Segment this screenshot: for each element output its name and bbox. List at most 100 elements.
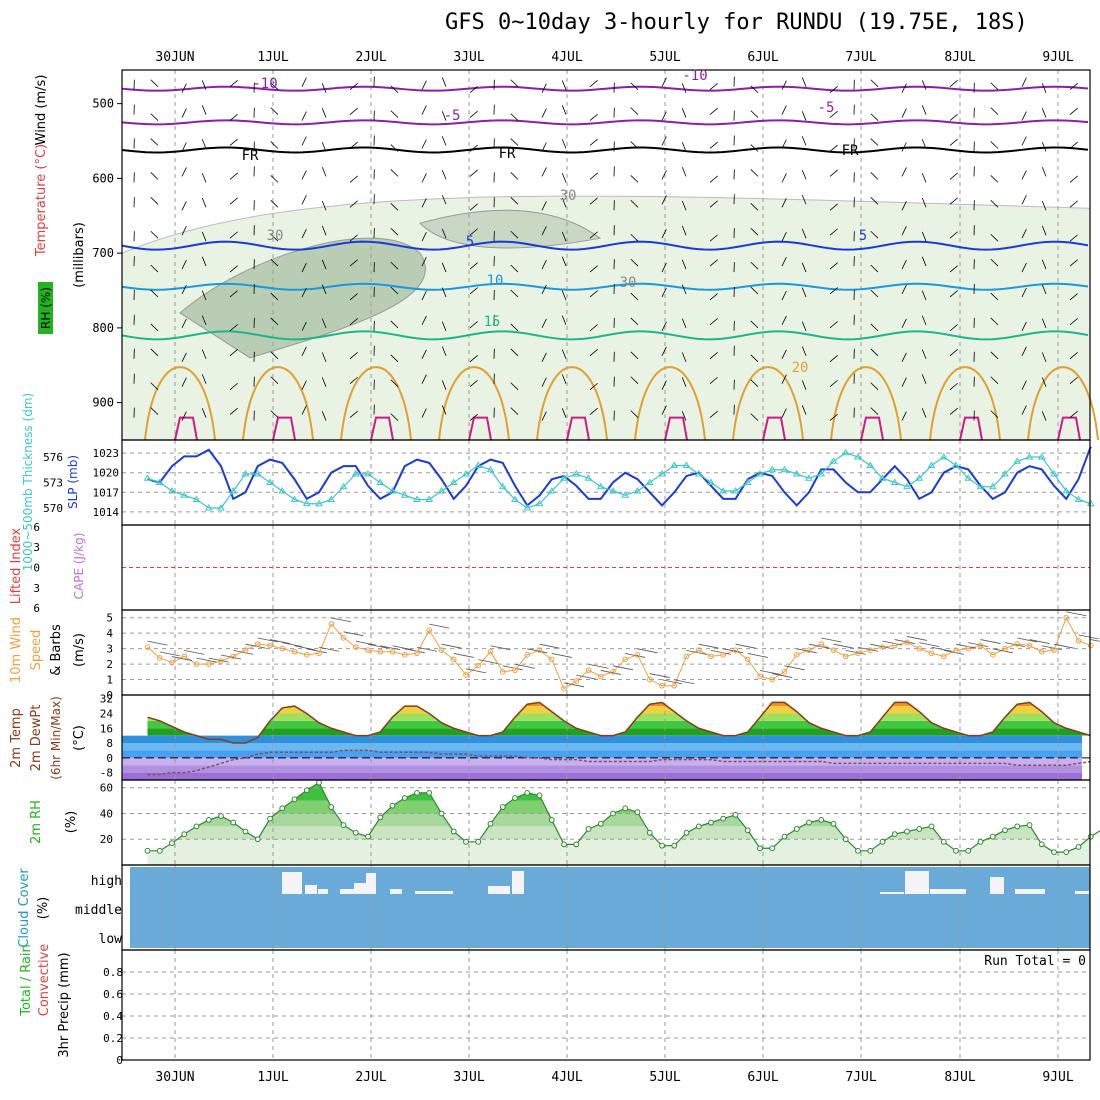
wind-barb [1041,318,1047,329]
wind-speed-point [230,653,237,660]
rh-legend-swatch [38,282,53,334]
wind-barb [561,80,567,90]
temp-tick-label: 32 [100,693,113,706]
wind-barb [229,290,238,298]
rh-point [879,838,886,845]
cloud-high-bar [390,889,402,894]
wind-barb [801,262,807,273]
wind-barb-10m [429,623,450,629]
thickness-point [511,495,519,502]
rh-point [156,847,163,854]
thickness-point [339,482,348,490]
thickness-point [547,487,556,494]
wind-barb [1041,142,1047,152]
rh-point [842,836,849,843]
thickness-point [449,478,458,485]
rh-point [757,845,763,852]
wind-barb [561,290,567,301]
wind-barb [709,293,718,301]
thickness-tick-label: 573 [43,477,63,490]
wind-barb-10m [612,665,634,671]
ylabel-slp: SLP (mb) [66,455,80,509]
rh-point [365,833,371,840]
wind-barb [801,111,807,121]
wind-barb [781,374,787,384]
date-label-top: 9JUL [1042,50,1073,65]
date-label-top: 7JUL [845,50,876,65]
wind-speed-point [242,647,249,653]
date-label-top: 4JUL [551,50,582,65]
wind-barb [201,172,207,183]
wind-barb [921,105,927,115]
wind-barb-10m [171,656,193,661]
wind-speed-point [1002,645,1008,652]
wind-barb [661,111,667,121]
wind-speed-point [303,652,310,658]
wind-barb [421,374,427,384]
wind-barb [229,172,238,180]
wind-barb [750,286,759,295]
wind-barb [630,317,639,326]
cloud-high-bar [282,872,302,894]
wind-barb [441,77,447,87]
wind-barb [870,230,879,239]
rh-point [1063,849,1070,856]
rh-point [487,820,494,827]
date-label-top: 6JUL [747,50,778,65]
wind-barb [510,79,519,87]
thickness-point [1086,499,1095,507]
thickness-point [229,487,238,494]
wind-barb [390,261,399,270]
wind-barb [949,265,958,273]
contour-label: 10 [487,273,504,289]
wind-barb [750,261,759,270]
wind-barb [589,290,598,298]
cloud-high-bar [354,883,366,894]
pressure-tick-label: 700 [92,246,114,260]
wind-tick-label: 3 [106,643,113,656]
wind-barb [829,355,838,363]
contour-label: 30 [267,228,284,244]
wind-barb [921,408,927,418]
isotherm-25 [762,416,786,441]
wind-barb [709,259,718,267]
wind-barb [661,405,667,415]
wind-barb [661,77,667,87]
isotherm-10 [121,282,1089,291]
wind-barb [541,83,547,93]
wind-barb [441,380,447,390]
wind-barb [150,172,159,180]
rh-point [328,804,335,810]
wind-barb [301,111,307,121]
date-label-top: 8JUL [944,50,975,65]
wind-barb [630,175,639,183]
wind-barb [781,232,787,242]
rh-point [218,813,224,819]
wind-barb [349,376,358,384]
date-label-top: 2JUL [355,50,386,65]
contour-label: -5 [444,108,461,124]
wind-barb-10m [502,665,523,671]
thickness-point [633,487,642,494]
rh-point [585,826,592,832]
wind-barb [781,349,787,359]
wind-barb [201,374,207,384]
thickness-point [302,499,311,507]
wind-barb [681,108,687,118]
wind-barb [201,256,207,267]
wind-barb [441,321,447,332]
wind-barb [1021,77,1027,87]
isotherm-20 [830,366,902,441]
wind-barb [181,108,187,118]
thickness-point [952,461,960,468]
wind-speed-point [879,644,886,650]
wind-speed-point [181,653,188,660]
wind-barb-10m [649,673,670,678]
isotherm-20 [242,366,314,441]
wind-speed-point [904,639,910,646]
thickness-point [523,504,532,511]
freezing-level [121,146,1089,154]
wind-barb [561,197,567,208]
wind-barb [630,258,639,267]
wind-barb-10m [269,639,291,644]
